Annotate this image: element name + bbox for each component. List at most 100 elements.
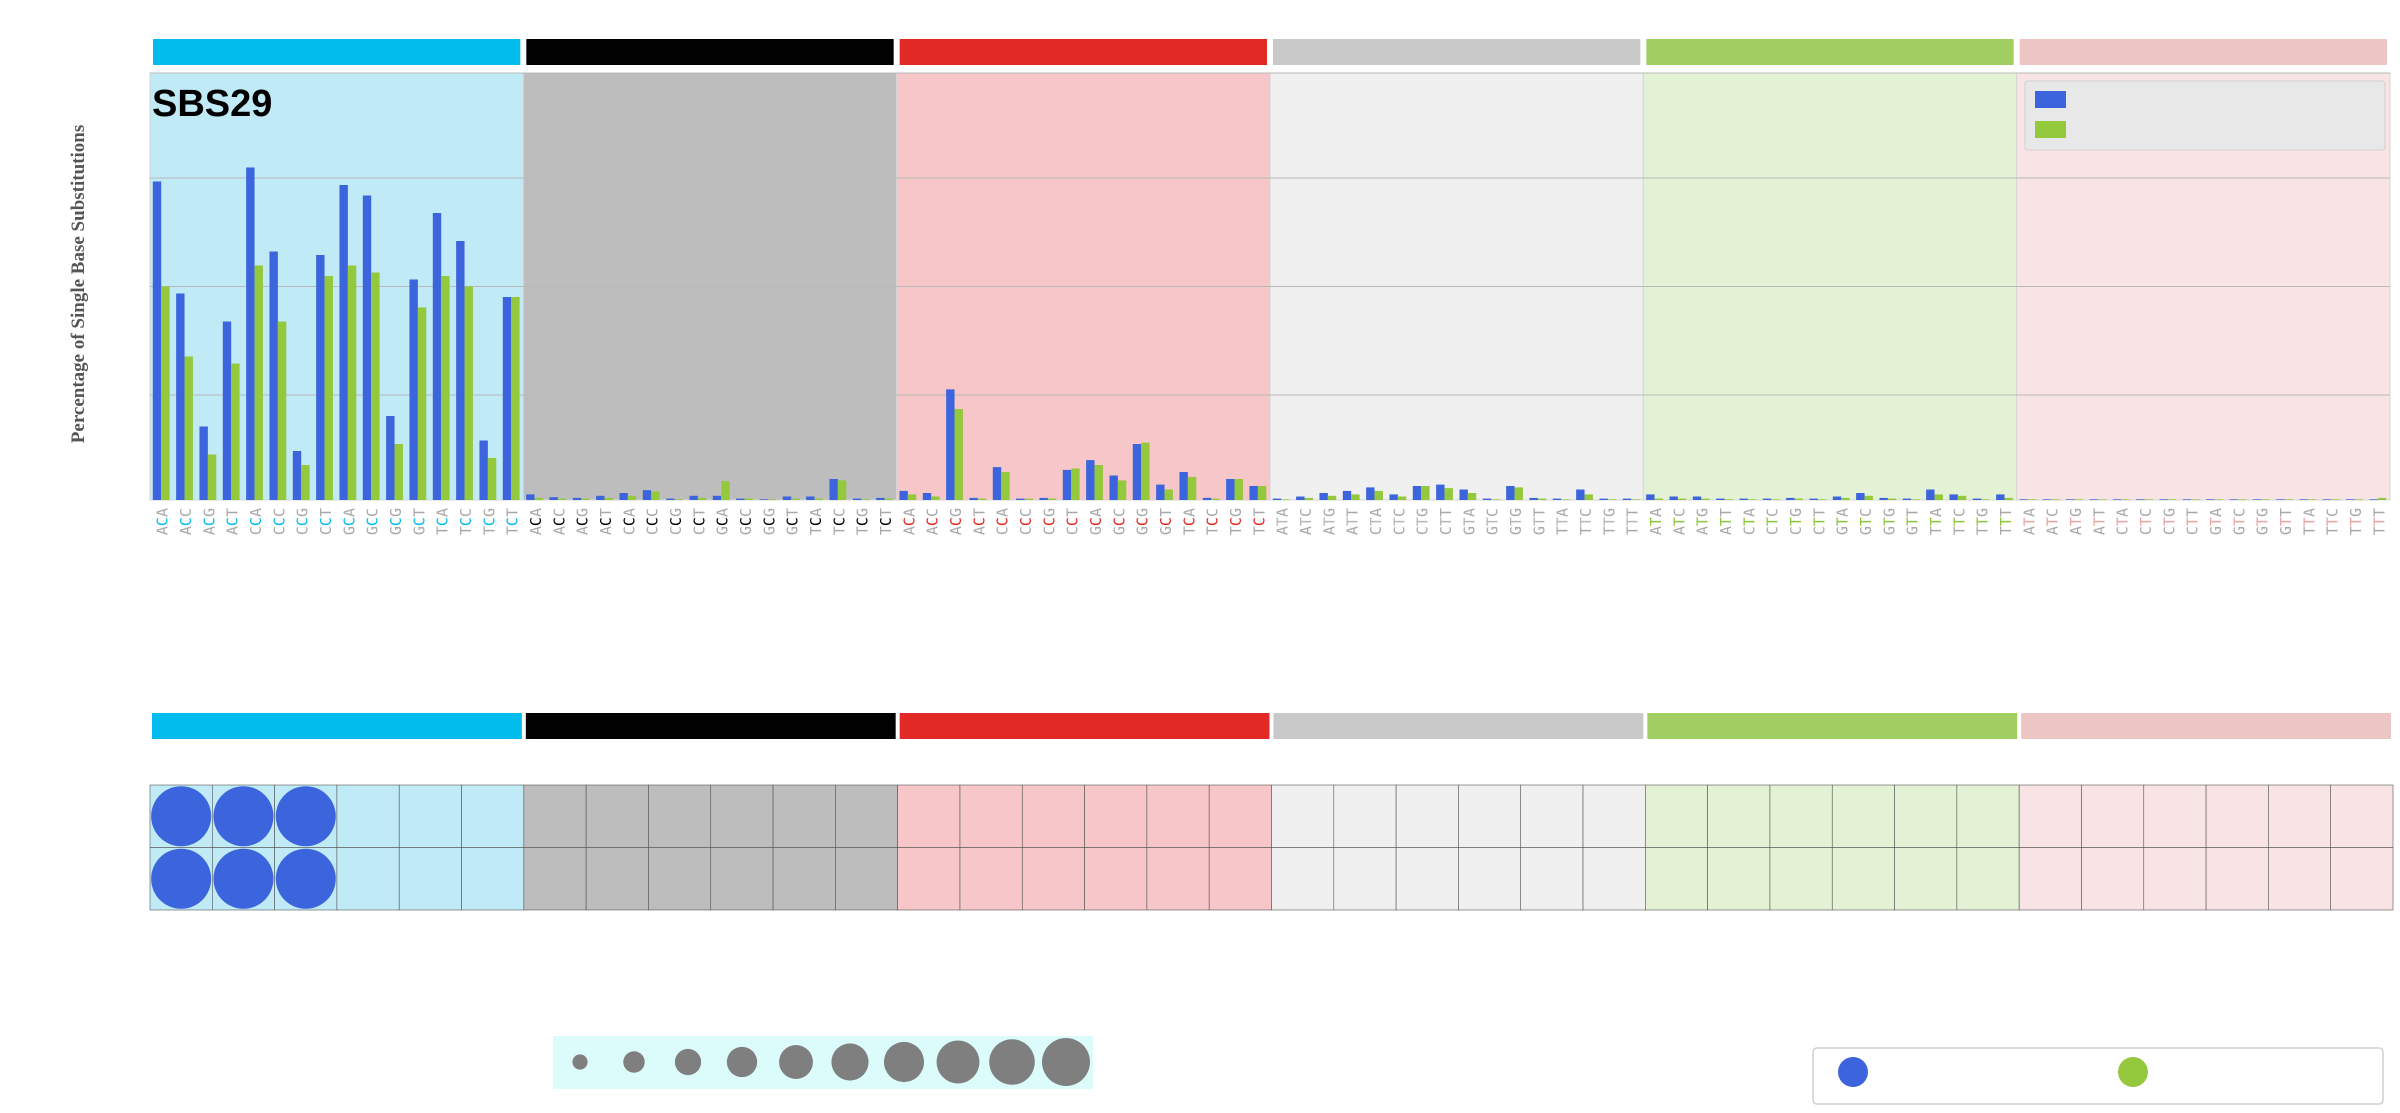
bottom-header-bar-1 xyxy=(525,713,896,739)
context-label-28: TCA xyxy=(807,508,825,535)
top-mutation-type-headers xyxy=(153,39,2387,65)
context-label-2: ACG xyxy=(200,508,218,535)
strand-legend-box xyxy=(1812,1047,2384,1105)
bar-transcribed-24 xyxy=(712,495,722,500)
context-label-49: ATC xyxy=(1297,508,1315,535)
size-legend-dot-5 xyxy=(831,1043,869,1081)
context-label-23: CCT xyxy=(690,508,708,535)
context-label-35: ACT xyxy=(970,508,988,535)
context-label-22: CCG xyxy=(667,508,685,535)
top-header-bar-4 xyxy=(1646,39,2014,65)
bar-transcribed-33 xyxy=(922,493,932,500)
asymmetry-dot-0-1 xyxy=(213,786,274,847)
bar-transcribed-14 xyxy=(479,440,488,500)
grid-cell-0-8 xyxy=(648,784,712,848)
grid-cell-1-28 xyxy=(1894,847,1958,911)
bar-untranscribed-73 xyxy=(1864,495,1873,500)
context-label-76: TTA xyxy=(1927,508,1945,535)
bar-transcribed-70 xyxy=(1786,497,1795,500)
bar-transcribed-64 xyxy=(1646,494,1655,500)
bar-transcribed-19 xyxy=(596,495,605,500)
bar-transcribed-79 xyxy=(1996,494,2005,500)
bar-transcribed-34 xyxy=(946,389,955,500)
context-label-55: CTT xyxy=(1437,508,1455,535)
bar-untranscribed-31 xyxy=(884,498,893,500)
context-label-26: GCG xyxy=(760,508,778,535)
grid-cell-1-29 xyxy=(1956,847,2020,911)
bar-transcribed-51 xyxy=(1342,490,1352,500)
context-label-38: CCG xyxy=(1040,508,1058,535)
bar-untranscribed-15 xyxy=(511,297,520,500)
bar-untranscribed-29 xyxy=(837,480,847,500)
bar-transcribed-88 xyxy=(2206,499,2215,500)
context-label-7: CCT xyxy=(317,508,335,535)
bar-untranscribed-34 xyxy=(954,409,963,500)
grid-cell-1-35 xyxy=(2330,847,2394,911)
legend-box xyxy=(2024,80,2386,151)
context-label-9: GCC xyxy=(364,508,382,535)
bar-transcribed-29 xyxy=(829,479,838,500)
top-header-bar-2 xyxy=(899,39,1267,65)
context-label-80: ATA xyxy=(2020,508,2038,535)
bar-untranscribed-90 xyxy=(2261,499,2270,500)
bar-transcribed-13 xyxy=(456,241,465,500)
context-label-44: TCA xyxy=(1180,508,1198,535)
bar-transcribed-46 xyxy=(1226,479,1235,500)
bar-transcribed-56 xyxy=(1459,489,1468,500)
grid-cell-0-5 xyxy=(461,784,525,848)
context-label-41: GCC xyxy=(1110,508,1128,535)
bar-untranscribed-24 xyxy=(721,481,730,500)
context-label-29: TCC xyxy=(830,508,848,535)
bar-transcribed-18 xyxy=(572,497,582,500)
grid-cell-1-30 xyxy=(2018,847,2082,911)
grid-cell-0-33 xyxy=(2205,784,2269,848)
bar-transcribed-75 xyxy=(1902,498,1912,500)
bar-transcribed-11 xyxy=(409,279,418,500)
grid-cell-1-21 xyxy=(1458,847,1522,911)
bar-transcribed-4 xyxy=(246,167,255,500)
asymmetry-dot-1-0 xyxy=(151,848,212,909)
bar-untranscribed-16 xyxy=(534,497,543,500)
context-label-69: CTC xyxy=(1764,508,1782,535)
grid-cell-0-18 xyxy=(1271,784,1335,848)
grid-cell-0-17 xyxy=(1208,784,1272,848)
grid-cell-1-6 xyxy=(523,847,587,911)
strand-legend-dot-1 xyxy=(2118,1057,2148,1087)
context-label-61: TTC xyxy=(1577,508,1595,535)
context-label-30: TCG xyxy=(854,508,872,535)
bar-untranscribed-59 xyxy=(1537,498,1547,500)
grid-cell-0-20 xyxy=(1395,784,1459,848)
bar-untranscribed-37 xyxy=(1024,498,1033,500)
grid-cell-0-28 xyxy=(1894,784,1958,848)
bar-untranscribed-75 xyxy=(1911,499,1920,500)
bar-transcribed-40 xyxy=(1086,460,1095,500)
bar-transcribed-82 xyxy=(2066,499,2075,500)
bottom-header-bar-5 xyxy=(2021,713,2391,739)
grid-cell-0-7 xyxy=(585,784,649,848)
bar-untranscribed-23 xyxy=(697,497,707,500)
top-header-bar-3 xyxy=(1273,39,1641,65)
bar-untranscribed-5 xyxy=(277,321,287,500)
bar-transcribed-86 xyxy=(2159,499,2168,500)
size-legend-dot-9 xyxy=(1042,1038,1090,1086)
grid-cell-1-18 xyxy=(1271,847,1335,911)
context-label-39: CCT xyxy=(1064,508,1082,535)
bar-transcribed-89 xyxy=(2229,499,2238,500)
bar-transcribed-74 xyxy=(1879,497,1888,500)
context-label-36: CCA xyxy=(994,508,1012,535)
bar-transcribed-78 xyxy=(1972,498,1982,500)
bar-untranscribed-81 xyxy=(2051,499,2060,500)
grid-cell-0-34 xyxy=(2268,784,2331,848)
bar-transcribed-91 xyxy=(2276,499,2285,500)
grid-cell-0-22 xyxy=(1520,784,1584,848)
bar-transcribed-53 xyxy=(1389,494,1398,500)
bar-transcribed-76 xyxy=(1926,489,1935,500)
bar-transcribed-92 xyxy=(2299,499,2308,500)
bar-transcribed-25 xyxy=(736,498,745,500)
grid-cell-1-19 xyxy=(1333,847,1397,911)
context-label-81: ATC xyxy=(2044,508,2062,535)
context-label-31: TCT xyxy=(877,508,895,535)
bar-untranscribed-39 xyxy=(1071,468,1080,500)
bar-untranscribed-25 xyxy=(744,498,753,500)
bar-transcribed-73 xyxy=(1856,493,1865,500)
